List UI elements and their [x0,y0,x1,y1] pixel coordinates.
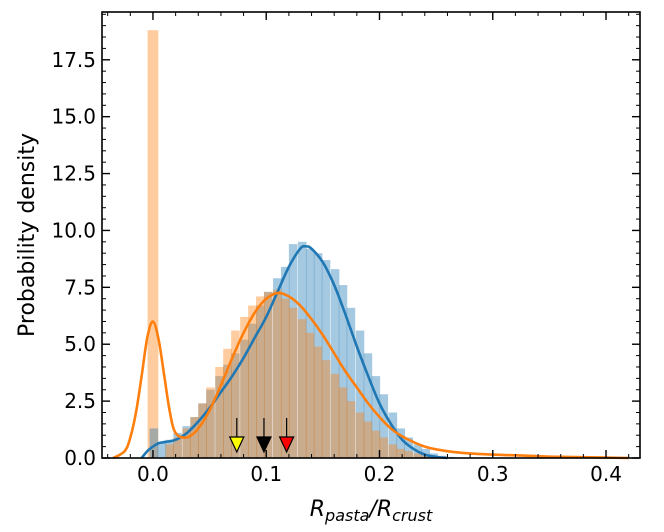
kde-lines [112,244,629,460]
blue-histogram-bar [273,278,282,458]
orange-histogram-bar [165,444,174,458]
blue-histogram-bar [396,428,406,458]
red-marker-triangle [278,436,295,454]
y-tick-label: 7.5 [64,275,96,299]
orange-histogram-bar [330,373,340,458]
blue-histogram-bar [280,266,290,458]
y-tick-label: 0.0 [64,446,96,470]
orange-histogram-bar [263,291,273,458]
orange-histogram-bar [198,403,207,458]
orange-histogram-bar [248,305,257,458]
orange-histogram-bar [305,332,315,458]
blue-histogram-bar [288,244,298,458]
blue-histogram-bar [346,307,356,458]
orange-histogram-bar [231,330,240,458]
orange-histogram-bar [280,298,290,458]
orange-histogram-bar [388,444,398,458]
blue-histogram-bar [206,389,215,458]
blue-histogram-bar [149,428,159,458]
axis-ticks: 0.0 0.1 0.2 0.3 0.4 0.0 2.5 5.0 7.5 10.0 12.5 15.0 1… [51,12,640,486]
blue-histogram-bar [215,376,224,458]
blue-kde-line [140,244,448,460]
x-tick-label: 0.2 [364,462,396,486]
blue-histogram-bar [297,241,307,458]
yellow-marker [228,418,245,454]
blue-histogram-bar [165,439,174,458]
orange-spike-bar [147,30,159,459]
blue-histogram-bar [263,291,273,458]
x-tick-label: 0.0 [137,462,169,486]
blue-histogram-bar [305,248,315,458]
y-tick-label: 2.5 [64,389,96,413]
blue-histogram-bar [363,353,373,458]
orange-histogram-bar [371,430,381,458]
orange-histogram-bar [256,296,265,458]
orange-histogram-bar [206,387,215,458]
orange-histogram-bar [240,316,249,458]
blue-histogram-bar [157,442,167,458]
blue-histogram-bar [338,285,348,458]
orange-histogram-bar [404,451,413,458]
blue-histogram-bar [388,412,398,458]
x-axis-label-sub2: crust [392,506,433,525]
orange-kde-line [112,291,629,460]
orange-histogram-bar [313,346,323,458]
orange-histogram-bar [321,360,331,458]
orange-histogram-bar [173,437,182,458]
orange-histogram-bar [421,455,430,458]
orange-histogram-bar [182,428,191,458]
orange-histogram-bar [297,319,307,458]
histogram-bars [147,30,455,459]
y-tick-label: 17.5 [51,48,96,72]
orange-histogram-bar [288,307,298,458]
blue-histogram-bar [198,403,207,458]
y-axis-label: Probability density [15,133,40,337]
blue-histogram-bar [355,330,365,458]
blue-histogram-bar [404,437,413,458]
y-tick-label: 12.5 [51,162,96,186]
orange-histogram-bar [346,401,356,458]
plot-frame [101,11,641,459]
x-axis-label: Rpasta/Rcrust [310,497,433,525]
black-marker-triangle [256,436,272,454]
yellow-marker-triangle [228,436,245,454]
red-marker [278,418,295,454]
blue-histogram-bar [421,448,430,458]
value-markers [228,418,295,454]
black-marker [256,418,272,454]
orange-histogram-bar [396,448,406,458]
orange-histogram-bar [190,417,199,458]
y-tick-label: 10.0 [51,218,96,242]
x-tick-label: 0.3 [477,462,509,486]
y-tick-label: 15.0 [51,105,96,129]
blue-histogram-bar [313,253,323,458]
x-axis-label-sub1: pasta [324,506,369,525]
blue-histogram-bar [379,394,389,458]
orange-histogram-bar [215,366,224,458]
blue-histogram-bar [330,269,340,458]
orange-histogram-bar [273,289,282,458]
orange-histogram-bar [338,387,348,458]
orange-histogram-bar [363,421,373,458]
blue-histogram-bar [248,323,257,458]
blue-histogram-bar [173,432,182,458]
y-tick-label: 5.0 [64,332,96,356]
blue-histogram-bar [190,417,199,458]
x-axis-label-sep: /R [367,497,392,522]
x-axis-label-main: R [310,497,325,522]
orange-histogram-bar [355,412,365,458]
blue-histogram-bar [223,364,232,458]
blue-histogram-bar [240,339,249,458]
x-tick-label: 0.4 [590,462,622,486]
x-tick-label: 0.1 [250,462,282,486]
orange-histogram-bar [379,437,389,458]
blue-histogram-bar [256,305,265,458]
blue-histogram-bar [182,426,191,458]
blue-histogram-bar [371,376,381,458]
blue-histogram-bar [231,353,240,458]
orange-histogram-bar [223,348,232,458]
orange-histogram-bar [413,453,423,458]
blue-histogram-bar [321,260,331,458]
